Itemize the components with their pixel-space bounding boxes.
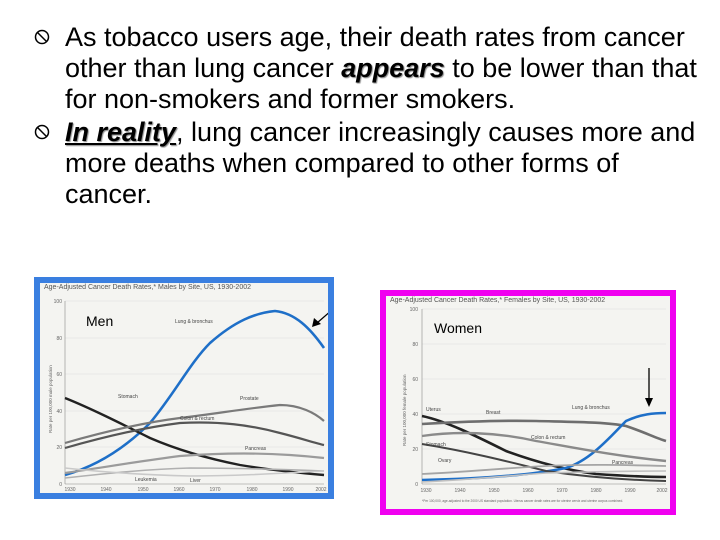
women-x-tick: 1930 <box>420 488 431 494</box>
women-y-tick: 100 <box>410 307 419 313</box>
men-x-tick: 1940 <box>100 487 111 493</box>
women-x-tick: 1980 <box>590 488 601 494</box>
men-y-label: Rate per 100,000 male population <box>48 365 53 433</box>
women-label: Women <box>434 320 482 336</box>
women-y-tick: 20 <box>412 447 418 453</box>
bullet-1-text-before: As tobacco users age, their death rates … <box>65 22 685 83</box>
women-series-label: Breast <box>486 410 501 416</box>
no-symbol-icon <box>34 29 50 45</box>
men-series-label: Lung & bronchus <box>175 319 213 325</box>
men-chart-panel: Age-Adjusted Cancer Death Rates,* Males … <box>34 277 334 499</box>
women-y-tick: 0 <box>415 482 418 488</box>
women-line-pancreas <box>421 470 667 483</box>
men-series-label: Prostate <box>240 396 259 402</box>
men-series-label: Colon & rectum <box>180 416 214 422</box>
men-chart-graphic: 100 80 60 40 20 0 Rate per 100,000 male … <box>48 299 328 493</box>
men-y-tick: 60 <box>56 372 62 378</box>
men-series-label: Pancreas <box>245 446 267 452</box>
men-line-colon <box>64 421 325 450</box>
women-series-label: Lung & bronchus <box>572 405 610 411</box>
men-line-pancreas <box>64 452 325 475</box>
women-x-tick: 1950 <box>488 488 499 494</box>
men-line-liver <box>64 467 325 477</box>
men-x-tick: 1950 <box>137 487 148 493</box>
women-line-stomach <box>421 443 667 482</box>
bullet-2-text-after: , lung cancer increasingly causes more a… <box>65 117 696 209</box>
bullet-2: In reality, lung cancer increasingly cau… <box>30 117 710 210</box>
men-y-tick: 20 <box>56 445 62 451</box>
men-series-label: Leukemia <box>135 477 157 483</box>
men-x-tick: 1970 <box>209 487 220 493</box>
women-chart-graphic: 100 80 60 40 20 0 Rate per 100,000 femal… <box>402 307 668 503</box>
women-line-colon <box>421 431 667 463</box>
men-line-lung <box>64 309 326 477</box>
men-series-label: Liver <box>190 478 201 484</box>
women-series-label: Pancreas <box>612 460 634 466</box>
men-line-leukemia <box>64 467 325 479</box>
men-y-tick: 40 <box>56 409 62 415</box>
men-series-label: Stomach <box>118 394 138 400</box>
women-x-tick: 2002 <box>656 488 667 494</box>
women-series-label: Ovary <box>438 458 452 464</box>
women-x-tick: 1960 <box>522 488 533 494</box>
women-y-tick: 40 <box>412 412 418 418</box>
women-series-label: Uterus <box>426 407 441 413</box>
men-x-tick: 1980 <box>246 487 257 493</box>
bullet-1-emphasis: appears <box>341 53 445 83</box>
women-line-breast <box>421 419 667 443</box>
men-line-stomach <box>64 396 325 477</box>
women-y-tick: 80 <box>412 342 418 348</box>
women-x-tick: 1940 <box>454 488 465 494</box>
men-y-tick: 0 <box>59 482 62 488</box>
men-x-tick: 2002 <box>315 487 326 493</box>
down-arrow-icon <box>645 368 653 407</box>
men-x-tick: 1930 <box>64 487 75 493</box>
men-chart-area: Age-Adjusted Cancer Death Rates,* Males … <box>40 283 328 493</box>
men-y-tick: 80 <box>56 336 62 342</box>
bullet-1: As tobacco users age, their death rates … <box>30 22 710 115</box>
bullet-2-emphasis: In reality <box>65 117 177 147</box>
women-x-tick: 1990 <box>624 488 635 494</box>
women-footnote: *Per 100,000, age-adjusted to the 2000 U… <box>422 499 623 503</box>
men-x-tick: 1960 <box>173 487 184 493</box>
women-line-uterus <box>421 414 667 479</box>
no-symbol-icon <box>34 124 50 140</box>
men-y-tick: 100 <box>54 299 63 305</box>
women-chart-area: Age-Adjusted Cancer Death Rates,* Female… <box>386 296 670 509</box>
women-line-ovary <box>421 463 667 475</box>
women-series-label: Stomach <box>426 442 446 448</box>
women-chart-title: Age-Adjusted Cancer Death Rates,* Female… <box>390 297 606 304</box>
women-y-label: Rate per 100,000 female population <box>402 374 407 446</box>
men-label: Men <box>86 313 114 329</box>
bullet-1-text-after: to be lower than that for non-smokers an… <box>65 53 697 114</box>
men-chart-title: Age-Adjusted Cancer Death Rates,* Males … <box>44 284 252 291</box>
men-line-prostate <box>64 403 325 445</box>
women-x-tick: 1970 <box>556 488 567 494</box>
bullet-list: As tobacco users age, their death rates … <box>30 22 710 210</box>
women-y-tick: 60 <box>412 377 418 383</box>
women-chart-panel: Age-Adjusted Cancer Death Rates,* Female… <box>380 290 676 515</box>
women-series-label: Colon & rectum <box>531 435 565 441</box>
diagonal-arrow-icon <box>312 312 328 327</box>
men-x-tick: 1990 <box>282 487 293 493</box>
